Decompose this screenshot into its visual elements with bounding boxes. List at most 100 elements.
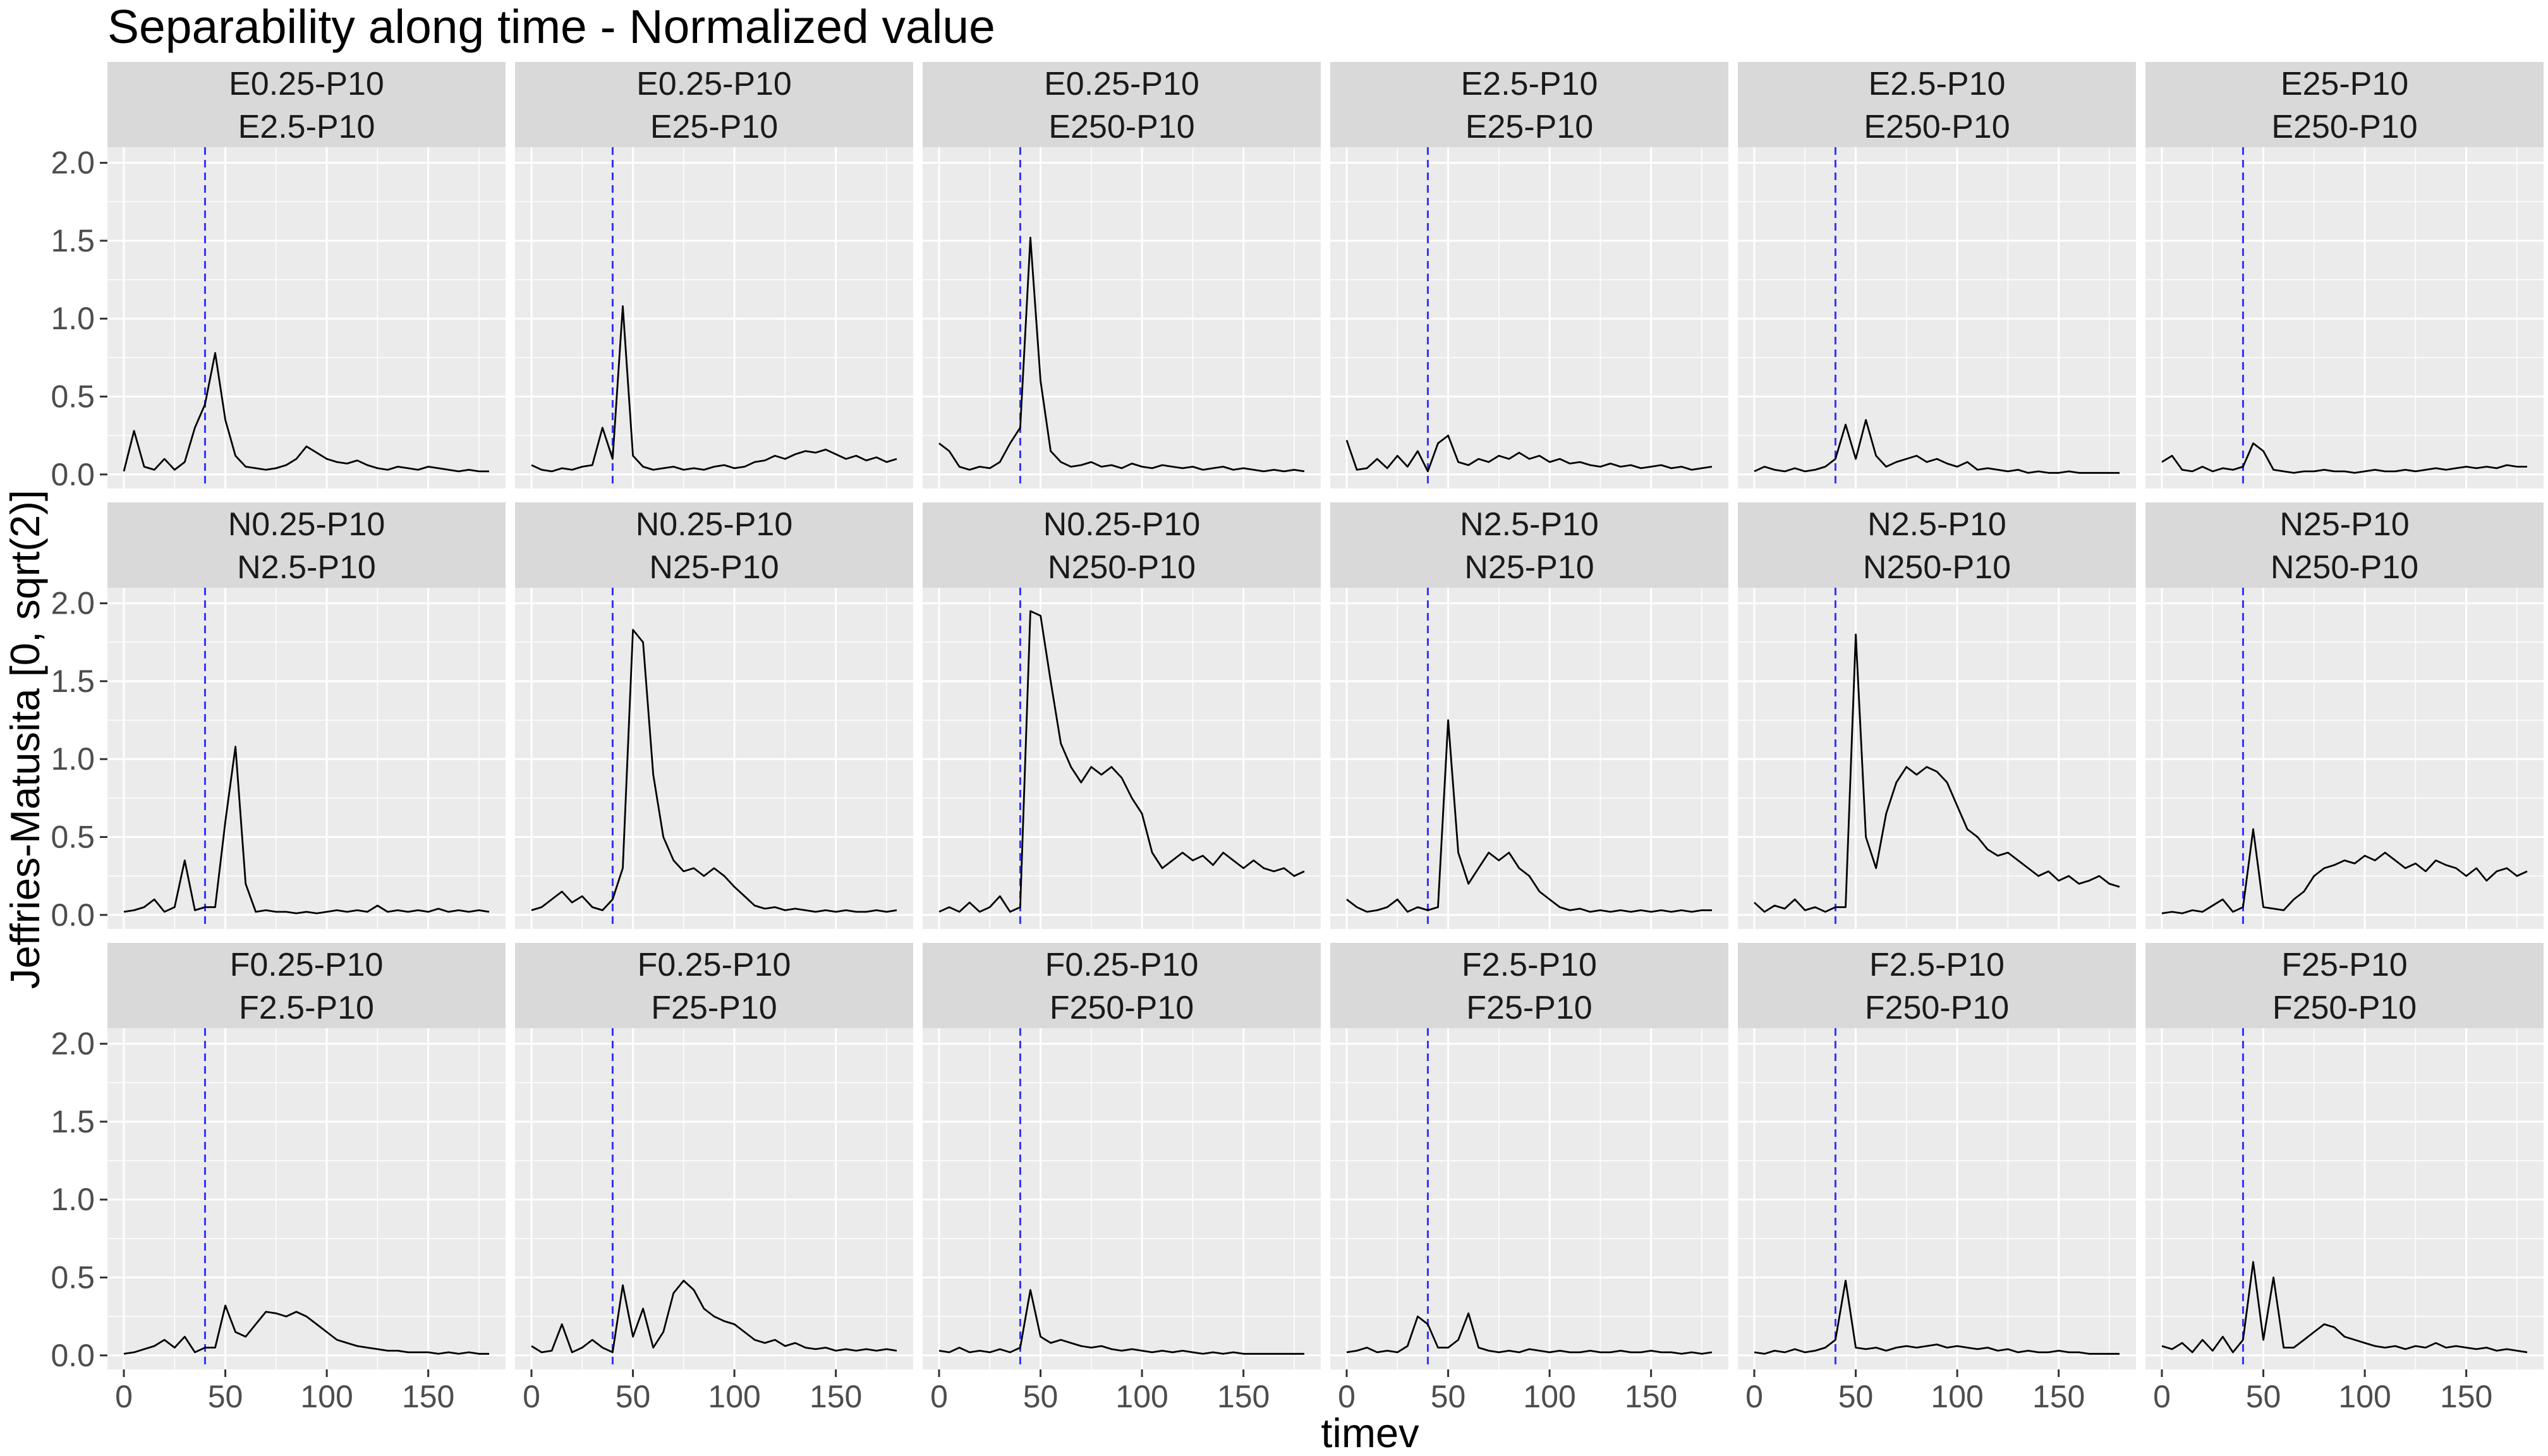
facet-panel: N0.25-P10 N25-P10 bbox=[515, 502, 913, 929]
facet-strip bbox=[1330, 502, 1728, 588]
y-tick-label: 0.5 bbox=[51, 379, 95, 415]
facet-strip-label: F25-P10 bbox=[2281, 947, 2407, 983]
facet-strip bbox=[2145, 943, 2544, 1028]
x-tick-label: 0 bbox=[523, 1379, 540, 1414]
y-axes: 0.0 0.5 1.0 1.5 2.0 0.0 0.5 1.0 1.5 2.0 0.0 0.5 1.0 1… bbox=[51, 145, 107, 1373]
series-line bbox=[1754, 1280, 2120, 1355]
facet-strip-label: F250-P10 bbox=[1050, 990, 1194, 1026]
facet-strip bbox=[515, 502, 913, 588]
series-line bbox=[531, 629, 897, 913]
facet-strip bbox=[1738, 62, 2136, 147]
facet-strip bbox=[923, 502, 1321, 588]
x-axes: 0 50 100 150 0 50 100 150 0 50 100 150 0 50 100 150 0 50 1… bbox=[115, 1369, 2492, 1414]
x-tick-label: 100 bbox=[300, 1379, 353, 1414]
facet-strip-label: E2.5-P10 bbox=[1869, 66, 2006, 102]
facet-strip bbox=[1330, 943, 1728, 1028]
facet-strip-label: F25-P10 bbox=[651, 990, 777, 1026]
series-line bbox=[531, 305, 897, 473]
facet-panel: E25-P10 E250-P10 bbox=[2145, 62, 2544, 488]
facet-strip-label: N0.25-P10 bbox=[1043, 506, 1201, 543]
facet-panel: F2.5-P10 F250-P10 bbox=[1738, 943, 2136, 1369]
x-tick-label: 0 bbox=[2153, 1379, 2171, 1414]
x-tick-label: 100 bbox=[2338, 1379, 2391, 1414]
facet-strip-label: F0.25-P10 bbox=[1045, 947, 1199, 983]
x-tick-label: 100 bbox=[1931, 1379, 1983, 1414]
x-tick-label: 0 bbox=[930, 1379, 948, 1414]
y-tick-label: 1.0 bbox=[51, 741, 95, 777]
facet-strip-label: E0.25-P10 bbox=[1044, 66, 1199, 102]
x-tick-label: 50 bbox=[2246, 1379, 2281, 1414]
x-tick-label: 50 bbox=[208, 1379, 243, 1414]
facet-panel: N25-P10 N250-P10 bbox=[2145, 502, 2544, 929]
x-tick-label: 0 bbox=[1745, 1379, 1763, 1414]
facet-strip-label: E0.25-P10 bbox=[229, 66, 384, 102]
x-tick-label: 50 bbox=[616, 1379, 651, 1414]
facet-strip-label: N2.5-P10 bbox=[1460, 506, 1599, 543]
facet-strip bbox=[107, 502, 506, 588]
facet-strip-label: N250-P10 bbox=[2271, 549, 2418, 586]
y-tick-label: 1.5 bbox=[51, 1104, 95, 1139]
facet-strip-label: E25-P10 bbox=[2281, 66, 2408, 102]
facet-panel: N0.25-P10 N250-P10 bbox=[923, 502, 1321, 929]
facet-panel: N2.5-P10 N25-P10 bbox=[1330, 502, 1728, 929]
facet-strip-label: F2.5-P10 bbox=[239, 990, 374, 1026]
x-tick-label: 150 bbox=[402, 1379, 454, 1414]
x-axis-title: timev bbox=[1321, 1410, 1419, 1456]
facet-strip-label: F2.5-P10 bbox=[1462, 947, 1597, 983]
facet-strip-label: F0.25-P10 bbox=[230, 947, 384, 983]
facet-strip-label: N2.5-P10 bbox=[1867, 506, 2006, 543]
facet-panel: E2.5-P10 E25-P10 bbox=[1330, 62, 1728, 488]
facet-strip-label: E25-P10 bbox=[1465, 109, 1593, 145]
facet-strip-label: E250-P10 bbox=[1864, 109, 2010, 145]
y-tick-label: 2.0 bbox=[51, 586, 95, 621]
series-line bbox=[531, 1280, 897, 1354]
y-tick-label: 1.0 bbox=[51, 301, 95, 336]
y-tick-label: 2.0 bbox=[51, 145, 95, 181]
facet-strip-label: N2.5-P10 bbox=[237, 549, 376, 586]
facet-panel: F2.5-P10 F25-P10 bbox=[1330, 943, 1728, 1369]
x-tick-label: 0 bbox=[1338, 1379, 1356, 1414]
series-line bbox=[123, 1304, 489, 1355]
facet-strip-label: N250-P10 bbox=[1863, 549, 2011, 586]
y-tick-label: 0.0 bbox=[51, 897, 95, 933]
y-tick-label: 2.0 bbox=[51, 1026, 95, 1062]
series-line bbox=[2161, 442, 2527, 474]
series-line bbox=[1345, 434, 1713, 473]
series-line bbox=[1346, 1312, 1713, 1355]
facet-strip bbox=[515, 62, 913, 147]
facet-panels: E0.25-P10 E2.5-P10 E0.25-P10 E25-P10 E0.25-P… bbox=[107, 62, 2544, 1369]
facet-panel: F0.25-P10 F2.5-P10 bbox=[107, 943, 506, 1369]
facet-strip-label: E2.5-P10 bbox=[238, 109, 375, 145]
y-tick-label: 1.5 bbox=[51, 223, 95, 258]
facet-panel: F0.25-P10 F25-P10 bbox=[515, 943, 913, 1369]
series-line bbox=[123, 352, 489, 473]
facet-panel: E0.25-P10 E2.5-P10 bbox=[107, 62, 506, 488]
facet-strip-label: E2.5-P10 bbox=[1461, 66, 1598, 102]
x-tick-label: 50 bbox=[1838, 1379, 1874, 1414]
x-tick-label: 150 bbox=[1217, 1379, 1270, 1414]
facet-panel: F25-P10 F250-P10 bbox=[2145, 943, 2544, 1369]
facet-panel: N0.25-P10 N2.5-P10 bbox=[107, 502, 506, 929]
chart-title: Separability along time - Normalized val… bbox=[107, 0, 995, 53]
facet-strip bbox=[107, 943, 506, 1028]
facet-panel: N2.5-P10 N250-P10 bbox=[1738, 502, 2136, 929]
facet-strip-label: E250-P10 bbox=[1048, 109, 1194, 145]
facet-strip bbox=[2145, 62, 2544, 147]
facet-strip-label: N25-P10 bbox=[649, 549, 779, 586]
facet-strip-label: N25-P10 bbox=[2279, 506, 2409, 543]
x-tick-label: 50 bbox=[1023, 1379, 1059, 1414]
x-tick-label: 100 bbox=[1115, 1379, 1168, 1414]
y-tick-label: 0.5 bbox=[51, 820, 95, 855]
facet-strip bbox=[1330, 62, 1728, 147]
facet-strip bbox=[1738, 502, 2136, 588]
facet-strip bbox=[923, 62, 1321, 147]
facet-strip bbox=[515, 943, 913, 1028]
series-line bbox=[938, 1289, 1304, 1355]
facet-strip-label: N0.25-P10 bbox=[636, 506, 793, 543]
x-tick-label: 100 bbox=[1523, 1379, 1575, 1414]
facet-panel: E2.5-P10 E250-P10 bbox=[1738, 62, 2136, 488]
x-tick-label: 150 bbox=[2440, 1379, 2492, 1414]
facet-strip-label: N250-P10 bbox=[1048, 549, 1196, 586]
facet-panel: F0.25-P10 F250-P10 bbox=[923, 943, 1321, 1369]
x-tick-label: 150 bbox=[1625, 1379, 1677, 1414]
